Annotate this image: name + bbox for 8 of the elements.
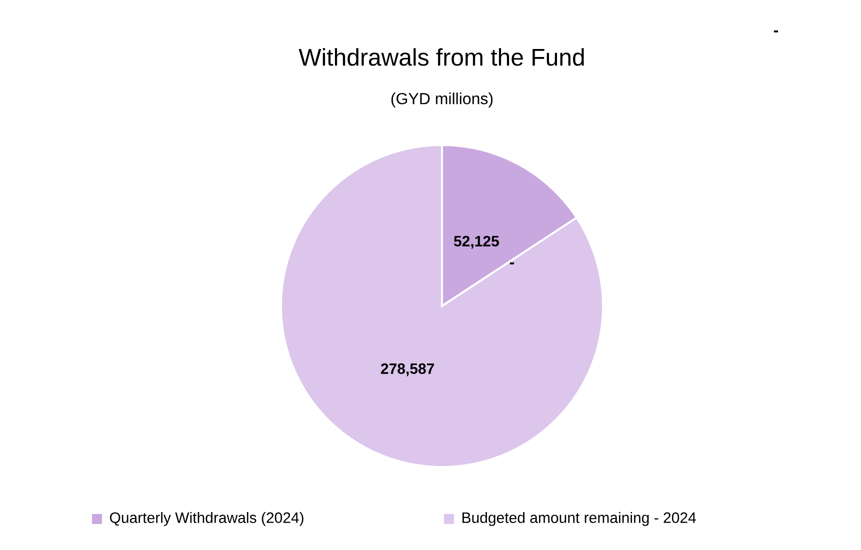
data-label: 278,587 [380,363,434,376]
text: - [774,30,778,32]
data-label: 52,125 [454,236,499,249]
text: - [510,262,514,264]
legend-label: Budgeted amount remaining - 2024 [462,512,696,526]
chart-title: Withdrawals from the Fund [298,48,584,66]
chart-subtitle: (GYD millions) [391,92,493,108]
legend-label: Quarterly Withdrawals (2024) [110,512,304,526]
